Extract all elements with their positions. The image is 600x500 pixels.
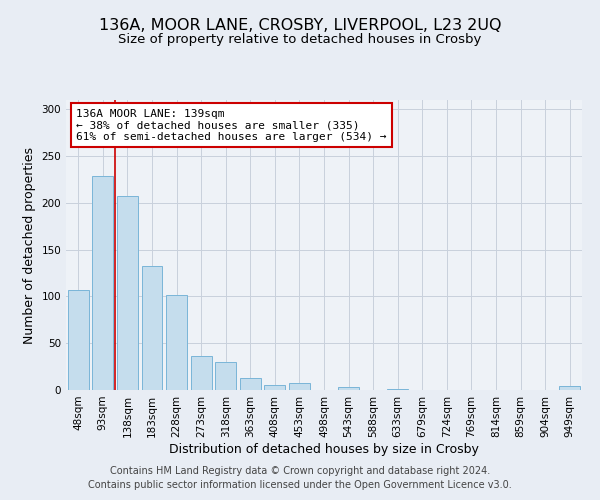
- Y-axis label: Number of detached properties: Number of detached properties: [23, 146, 36, 344]
- Bar: [215, 362, 236, 390]
- Bar: [166, 294, 187, 390]
- Text: Size of property relative to detached houses in Crosby: Size of property relative to detached ho…: [118, 32, 482, 46]
- Bar: [559, 386, 580, 390]
- Bar: [92, 176, 113, 390]
- Bar: [387, 389, 408, 390]
- Bar: [289, 382, 310, 390]
- Text: Contains HM Land Registry data © Crown copyright and database right 2024.
Contai: Contains HM Land Registry data © Crown c…: [88, 466, 512, 490]
- X-axis label: Distribution of detached houses by size in Crosby: Distribution of detached houses by size …: [169, 442, 479, 456]
- Bar: [68, 290, 89, 390]
- Bar: [240, 378, 261, 390]
- Bar: [117, 196, 138, 390]
- Text: 136A, MOOR LANE, CROSBY, LIVERPOOL, L23 2UQ: 136A, MOOR LANE, CROSBY, LIVERPOOL, L23 …: [99, 18, 501, 32]
- Bar: [265, 386, 286, 390]
- Bar: [191, 356, 212, 390]
- Bar: [338, 387, 359, 390]
- Bar: [142, 266, 163, 390]
- Text: 136A MOOR LANE: 139sqm
← 38% of detached houses are smaller (335)
61% of semi-de: 136A MOOR LANE: 139sqm ← 38% of detached…: [76, 108, 387, 142]
